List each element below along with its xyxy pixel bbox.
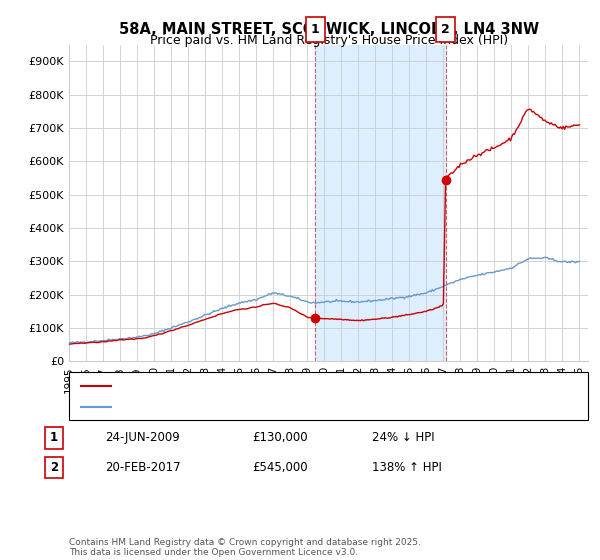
Text: 20-FEB-2017: 20-FEB-2017 — [105, 461, 181, 474]
Text: Price paid vs. HM Land Registry's House Price Index (HPI): Price paid vs. HM Land Registry's House … — [150, 34, 508, 46]
Text: 1: 1 — [50, 431, 58, 445]
Text: £545,000: £545,000 — [252, 461, 308, 474]
Text: 24% ↓ HPI: 24% ↓ HPI — [372, 431, 434, 445]
Text: 58A, MAIN STREET, SCOPWICK, LINCOLN, LN4 3NW: 58A, MAIN STREET, SCOPWICK, LINCOLN, LN4… — [119, 22, 539, 38]
Text: 138% ↑ HPI: 138% ↑ HPI — [372, 461, 442, 474]
Bar — [316, 45, 446, 361]
Text: 2: 2 — [441, 23, 450, 36]
Text: 24-JUN-2009: 24-JUN-2009 — [105, 431, 180, 445]
Text: 2: 2 — [50, 461, 58, 474]
Text: Contains HM Land Registry data © Crown copyright and database right 2025.
This d: Contains HM Land Registry data © Crown c… — [69, 538, 421, 557]
Text: 58A, MAIN STREET, SCOPWICK, LINCOLN, LN4 3NW (detached house): 58A, MAIN STREET, SCOPWICK, LINCOLN, LN4… — [117, 381, 503, 391]
Text: £130,000: £130,000 — [252, 431, 308, 445]
Text: HPI: Average price, detached house, North Kesteven: HPI: Average price, detached house, Nort… — [117, 402, 409, 412]
Text: 1: 1 — [311, 23, 320, 36]
